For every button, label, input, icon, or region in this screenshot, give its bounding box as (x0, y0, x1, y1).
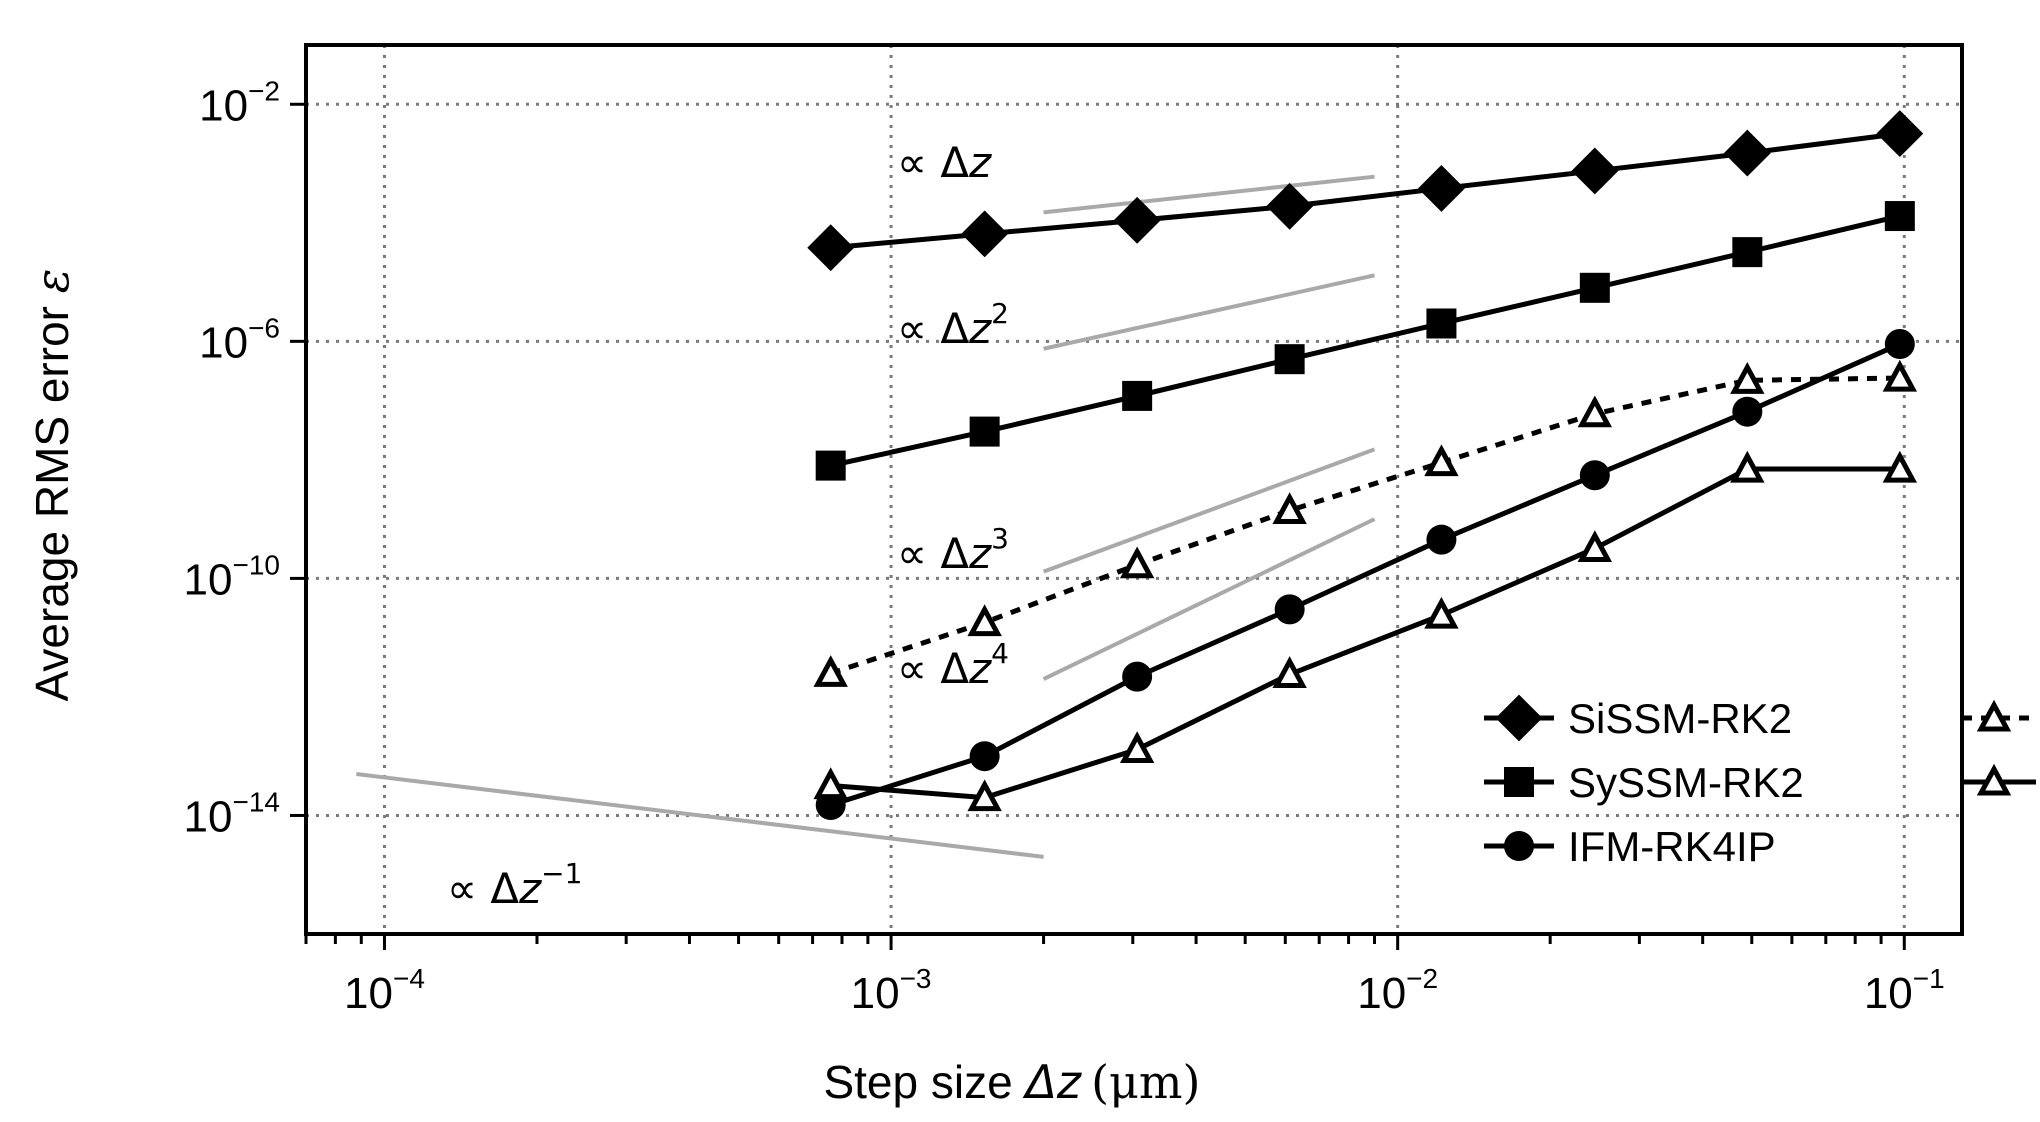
data-point (1122, 380, 1153, 411)
legend-entry-partial (1962, 699, 2036, 732)
reference-line (1042, 517, 1376, 681)
series-unlabeled-3 (813, 359, 1918, 687)
legend: SiSSM-RK2 SySSM-RK2 IFM-RK4IP (1484, 694, 2036, 870)
y-axis-title: Average RMS error ε (25, 269, 79, 702)
x-axis-title: Step size Δz (μm) (823, 1055, 1200, 1109)
series-syssm-rk2 (815, 201, 1915, 481)
legend-marker (1976, 699, 2012, 732)
slope-annotation: ∝ Δz2 (897, 297, 1009, 353)
series-line (830, 466, 1900, 801)
y-tick-label: 10−2 (199, 75, 280, 130)
data-point (1876, 110, 1924, 158)
data-point (1426, 524, 1457, 555)
data-point (969, 741, 1000, 772)
legend-label: SySSM-RK2 (1568, 759, 1804, 806)
legend-entry: SySSM-RK2 (1484, 759, 1804, 806)
data-point (967, 779, 1002, 812)
series-ifm-rk4ip (815, 329, 1915, 821)
data-point (1577, 530, 1613, 563)
y-tick-label: 10−14 (184, 786, 280, 841)
slope-annotation: ∝ Δz (897, 138, 992, 187)
data-point (813, 655, 848, 687)
tick-labels: 10−4 10−3 10−2 10−1 10−14 10−10 10−6 10−2 (184, 75, 1945, 1018)
data-point (1732, 396, 1763, 427)
data-series (807, 110, 1924, 821)
legend-label: SiSSM-RK2 (1568, 695, 1792, 742)
legend-entry: IFM-RK4IP (1484, 823, 1776, 870)
series-line (829, 341, 1901, 808)
data-point (1119, 731, 1155, 763)
reference-slope-lines (356, 174, 1376, 859)
data-point (1119, 546, 1155, 579)
data-point (969, 416, 1000, 447)
reference-line (1043, 273, 1375, 351)
axis-ticks (290, 102, 1906, 950)
data-point (807, 224, 855, 272)
slope-annotations: ∝ Δz ∝ Δz2 ∝ Δz3 ∝ Δz4 ∝ Δz−1 (447, 138, 1009, 913)
data-point (1113, 196, 1161, 244)
legend-marker (1495, 694, 1543, 742)
data-point (1424, 596, 1459, 629)
x-tick-label: 10−2 (1357, 963, 1438, 1018)
data-point (1577, 395, 1613, 428)
data-point (1274, 594, 1305, 625)
data-point (961, 210, 1009, 258)
series-line (830, 131, 1901, 251)
data-point (1122, 661, 1153, 692)
legend-entry-partial (1962, 763, 2036, 796)
series-sissm-rk2 (807, 110, 1924, 272)
legend-entry: SiSSM-RK2 (1484, 694, 1792, 742)
data-point (1426, 308, 1457, 339)
legend-marker (1504, 767, 1534, 797)
data-point (813, 767, 848, 800)
y-tick-label: 10−6 (199, 312, 280, 367)
x-tick-label: 10−1 (1864, 963, 1945, 1018)
data-point (967, 604, 1002, 637)
x-tick-label: 10−4 (344, 963, 425, 1018)
reference-line (1043, 174, 1375, 215)
data-point (1266, 182, 1314, 230)
data-point (815, 450, 846, 481)
data-point (1732, 237, 1763, 268)
legend-marker (1976, 763, 2012, 796)
legend-label: IFM-RK4IP (1568, 823, 1776, 870)
data-point (1418, 165, 1465, 212)
data-point (1424, 444, 1459, 477)
data-point (1579, 460, 1610, 491)
reference-line (356, 772, 1044, 859)
data-point (1882, 359, 1918, 392)
data-point (1579, 272, 1610, 303)
data-point (1884, 201, 1915, 232)
x-tick-label: 10−3 (851, 963, 932, 1018)
series-line (829, 375, 1900, 676)
data-point (1272, 492, 1307, 525)
data-point (1884, 329, 1915, 360)
data-point (1723, 129, 1771, 177)
data-point (1730, 362, 1765, 394)
slope-annotation: ∝ Δz4 (897, 637, 1009, 693)
series-unlabeled-4 (813, 450, 1918, 812)
y-tick-label: 10−10 (184, 549, 280, 604)
data-point (1882, 450, 1918, 483)
slope-annotation: ∝ Δz−1 (447, 857, 582, 913)
legend-marker (1504, 831, 1534, 861)
series-line (830, 213, 1901, 469)
data-point (1272, 656, 1307, 688)
data-point (1274, 344, 1305, 375)
slope-annotation: ∝ Δz3 (897, 522, 1009, 578)
data-point (1571, 147, 1619, 195)
reference-line (1042, 447, 1376, 574)
data-point (1730, 450, 1765, 483)
